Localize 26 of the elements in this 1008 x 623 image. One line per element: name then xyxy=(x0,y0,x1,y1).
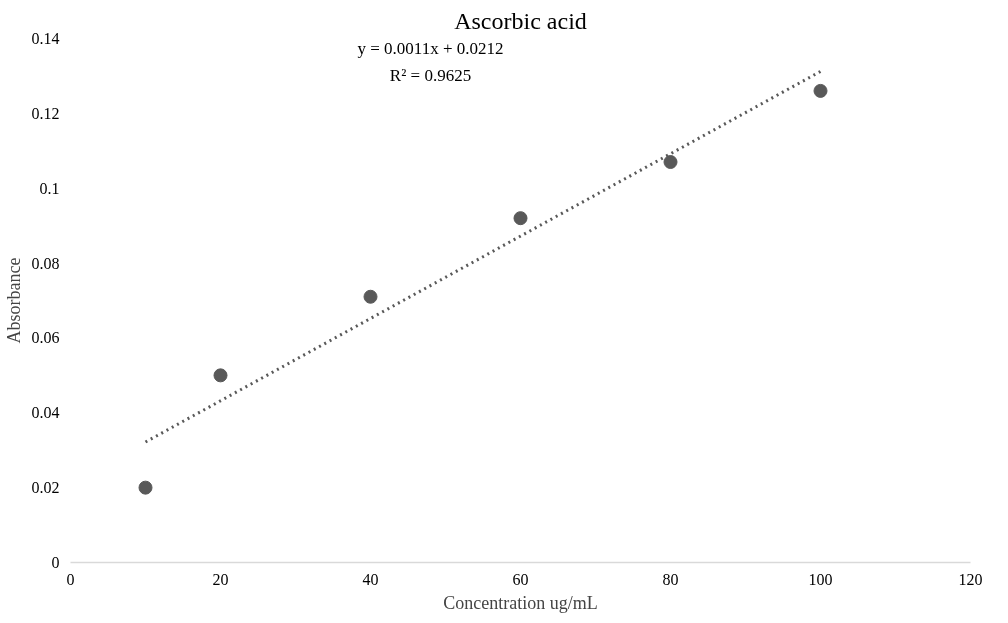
chart-title: Ascorbic acid xyxy=(454,7,587,34)
y-tick-label: 0.08 xyxy=(31,254,60,272)
point xyxy=(663,155,678,169)
x-tick-label: 0 xyxy=(66,570,75,588)
annotation: y = 0.0011x + 0.0212 xyxy=(357,39,504,59)
point xyxy=(213,368,228,383)
y-tick-label: 0 xyxy=(51,554,60,571)
point xyxy=(138,480,153,495)
point xyxy=(513,211,528,226)
x-tick-label: 80 xyxy=(662,570,679,588)
x-tick-label: 60 xyxy=(512,570,529,588)
x-tick-label: 40 xyxy=(362,570,379,588)
y-tick-label: 0.04 xyxy=(31,404,60,422)
point xyxy=(813,83,828,98)
x-axis-title: Concentration ug/mL xyxy=(443,592,598,613)
y-tick-label: 0.02 xyxy=(31,479,60,497)
x-tick-label: 120 xyxy=(958,570,983,588)
y-tick-label: 0.06 xyxy=(31,329,60,347)
y-tick-label: 0.1 xyxy=(39,179,60,197)
annotation: R² = 0.9625 xyxy=(389,65,472,85)
point xyxy=(363,289,378,304)
y-tick-label: 0.12 xyxy=(31,104,60,122)
y-tick-label: 0.14 xyxy=(31,30,60,47)
x-tick-label: 20 xyxy=(212,570,229,588)
x-tick-label: 100 xyxy=(808,570,833,588)
y-axis-title: Absorbance xyxy=(3,257,24,344)
